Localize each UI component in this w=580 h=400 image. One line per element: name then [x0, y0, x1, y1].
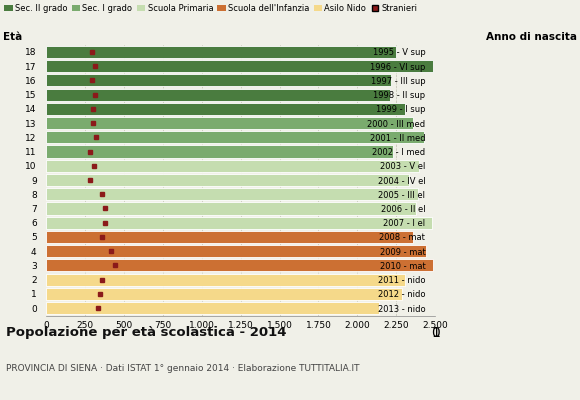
Bar	[46, 302, 379, 314]
Bar	[46, 146, 393, 158]
Bar	[46, 188, 418, 200]
Bar	[46, 259, 433, 272]
Legend: Sec. II grado, Sec. I grado, Scuola Primaria, Scuola dell'Infanzia, Asilo Nido, : Sec. II grado, Sec. I grado, Scuola Prim…	[4, 4, 418, 13]
Bar	[46, 60, 433, 72]
Text: Età: Età	[3, 32, 22, 42]
Bar	[46, 202, 416, 214]
Bar	[46, 74, 392, 86]
Text: Anno di nascita: Anno di nascita	[486, 32, 577, 42]
Bar	[46, 131, 424, 143]
Bar	[46, 174, 408, 186]
Bar	[46, 160, 419, 172]
Bar	[46, 88, 390, 101]
Bar	[46, 245, 426, 257]
Bar	[46, 217, 432, 229]
Bar	[46, 274, 405, 286]
Bar	[46, 288, 403, 300]
Text: PROVINCIA DI SIENA · Dati ISTAT 1° gennaio 2014 · Elaborazione TUTTITALIA.IT: PROVINCIA DI SIENA · Dati ISTAT 1° genna…	[6, 364, 359, 373]
Text: Popolazione per età scolastica - 2014: Popolazione per età scolastica - 2014	[6, 326, 287, 339]
Bar	[46, 231, 413, 243]
Bar	[46, 117, 413, 129]
Bar	[46, 103, 405, 115]
Bar	[46, 46, 396, 58]
